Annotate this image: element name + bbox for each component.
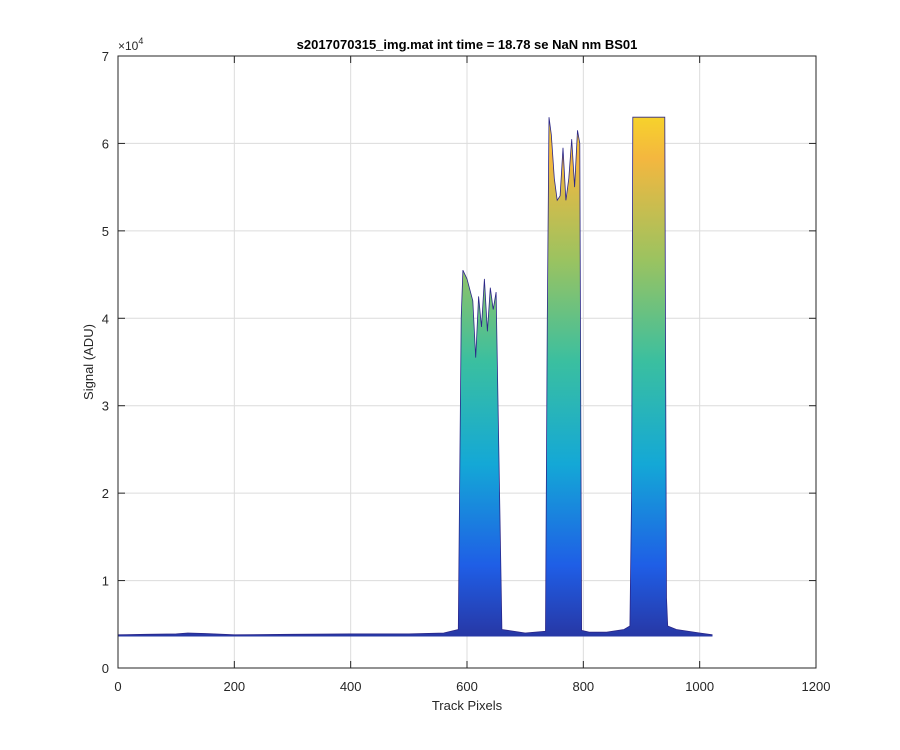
x-axis-label: Track Pixels (432, 698, 503, 713)
signal-area (118, 117, 713, 637)
y-tick-label: 5 (102, 224, 109, 239)
y-axis-label: Signal (ADU) (81, 324, 96, 400)
x-tick-label: 200 (223, 679, 245, 694)
x-tick-labels: 0 200 400 600 800 1000 1200 (114, 679, 830, 694)
x-tick-label: 1000 (685, 679, 714, 694)
y-exponent-power: 4 (138, 36, 143, 46)
y-exponent-label: ×104 (118, 36, 143, 53)
x-tick-label: 0 (114, 679, 121, 694)
x-tick-label: 600 (456, 679, 478, 694)
y-tick-label: 6 (102, 136, 109, 151)
y-tick-label: 0 (102, 661, 109, 676)
x-tick-label: 400 (340, 679, 362, 694)
y-tick-label: 4 (102, 311, 109, 326)
tick-marks (117, 55, 817, 669)
x-tick-label: 1200 (802, 679, 831, 694)
y-exponent-base: ×10 (118, 39, 139, 53)
y-tick-label: 3 (102, 399, 109, 414)
y-tick-label: 2 (102, 486, 109, 501)
y-tick-label: 7 (102, 49, 109, 64)
y-tick-labels: 0 1 2 3 4 5 6 7 (102, 49, 109, 676)
y-tick-label: 1 (102, 574, 109, 589)
x-tick-label: 800 (572, 679, 594, 694)
signal-outline (118, 116, 713, 636)
chart-title: s2017070315_img.mat int time = 18.78 se … (297, 37, 638, 52)
